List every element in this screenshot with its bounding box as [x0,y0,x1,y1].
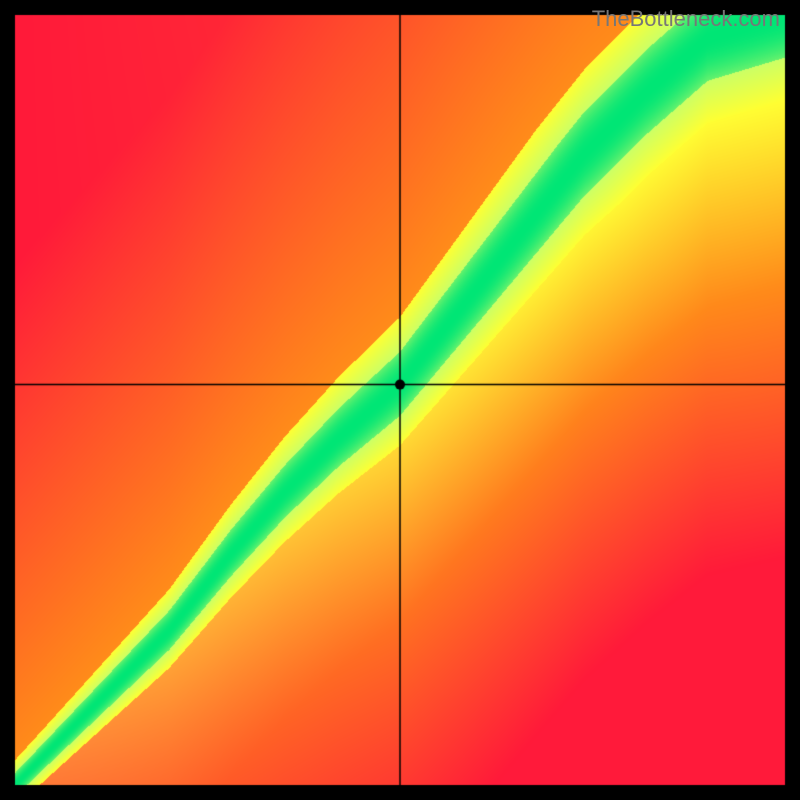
watermark-label: TheBottleneck.com [592,6,780,32]
chart-container: TheBottleneck.com [0,0,800,800]
bottleneck-heatmap [0,0,800,800]
